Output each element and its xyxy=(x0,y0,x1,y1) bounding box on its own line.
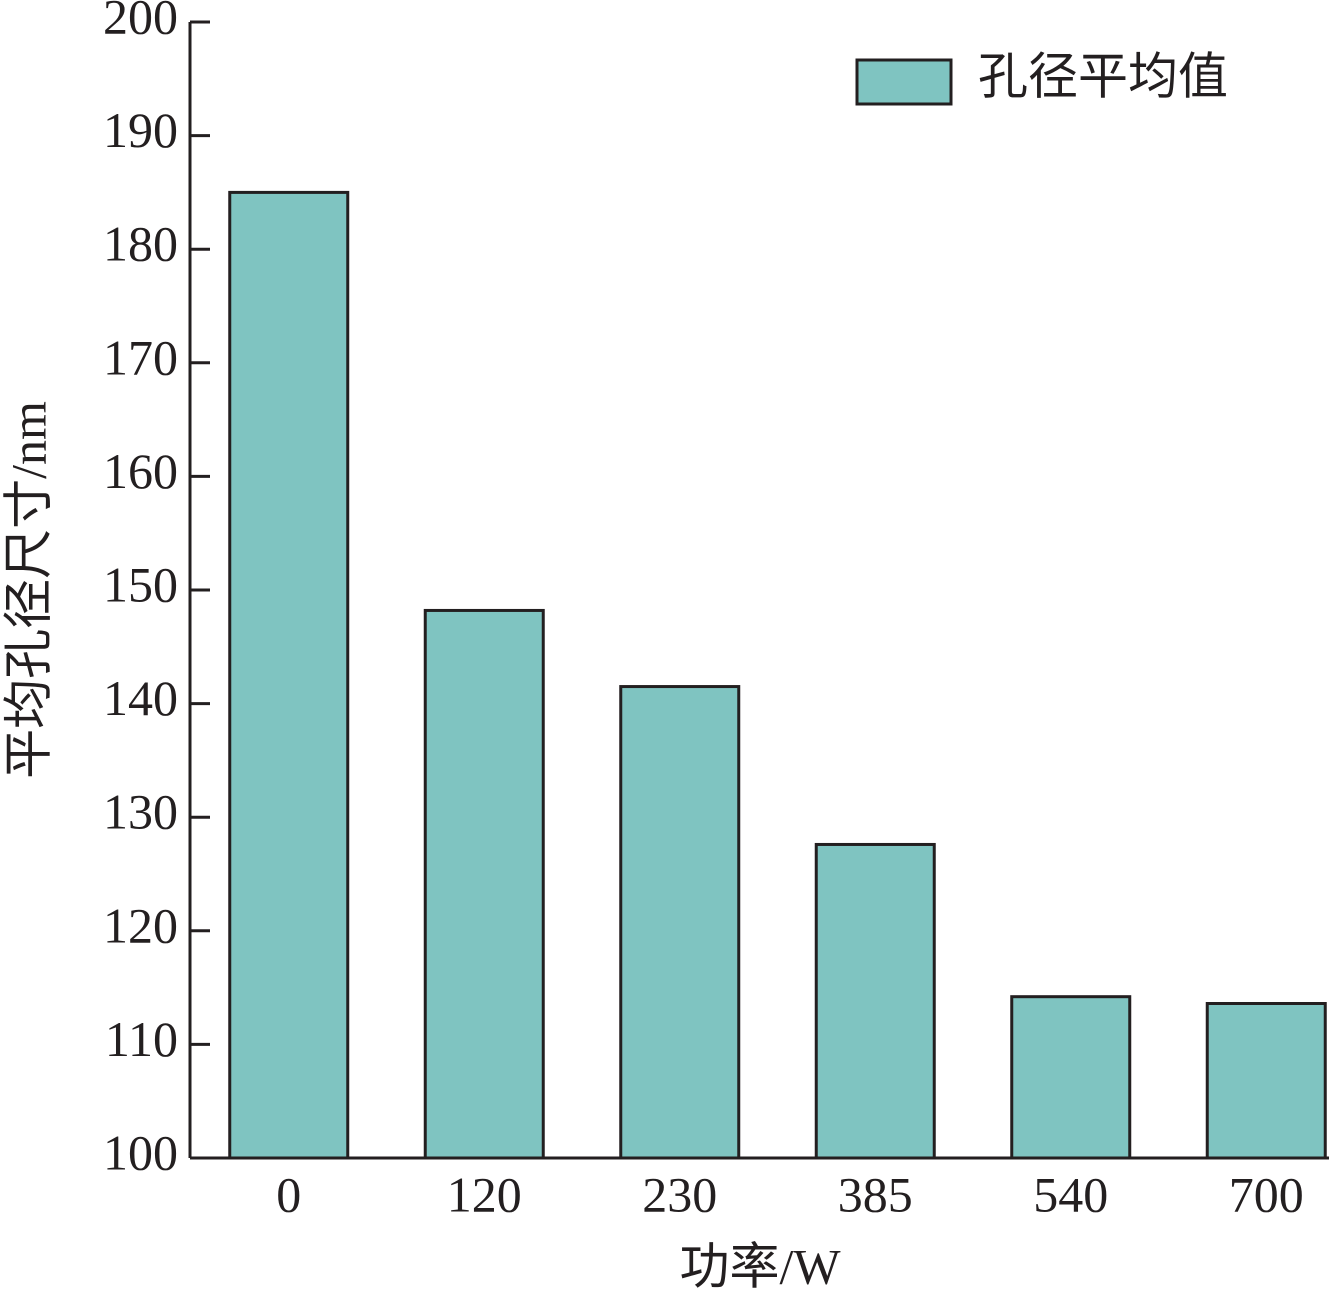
bar xyxy=(423,608,545,1160)
bar xyxy=(1010,995,1132,1160)
y-tick-label: 100 xyxy=(103,1124,178,1180)
bar xyxy=(1205,1002,1327,1160)
x-tick-label: 0 xyxy=(276,1166,301,1222)
y-axis-label: 平均孔径尺寸/nm xyxy=(0,401,56,779)
y-tick-label: 120 xyxy=(103,897,178,953)
legend-label: 孔径平均值 xyxy=(978,48,1228,104)
x-tick-label: 700 xyxy=(1229,1166,1304,1222)
x-tick-label: 230 xyxy=(642,1166,717,1222)
bar xyxy=(814,842,936,1160)
x-axis-label: 功率/W xyxy=(679,1238,841,1294)
y-tick-label: 170 xyxy=(103,329,178,385)
legend-swatch xyxy=(855,58,953,106)
y-tick-label: 150 xyxy=(103,556,178,612)
y-tick-label: 160 xyxy=(103,443,178,499)
bar xyxy=(228,190,350,1160)
x-tick-label: 385 xyxy=(838,1166,913,1222)
y-tick-label: 190 xyxy=(103,102,178,158)
y-tick-label: 140 xyxy=(103,670,178,726)
bar xyxy=(619,685,741,1160)
y-tick-label: 200 xyxy=(103,0,178,44)
y-tick-label: 110 xyxy=(105,1011,178,1067)
y-tick-label: 130 xyxy=(103,784,178,840)
y-tick-label: 180 xyxy=(103,216,178,272)
x-tick-label: 540 xyxy=(1033,1166,1108,1222)
x-tick-label: 120 xyxy=(447,1166,522,1222)
